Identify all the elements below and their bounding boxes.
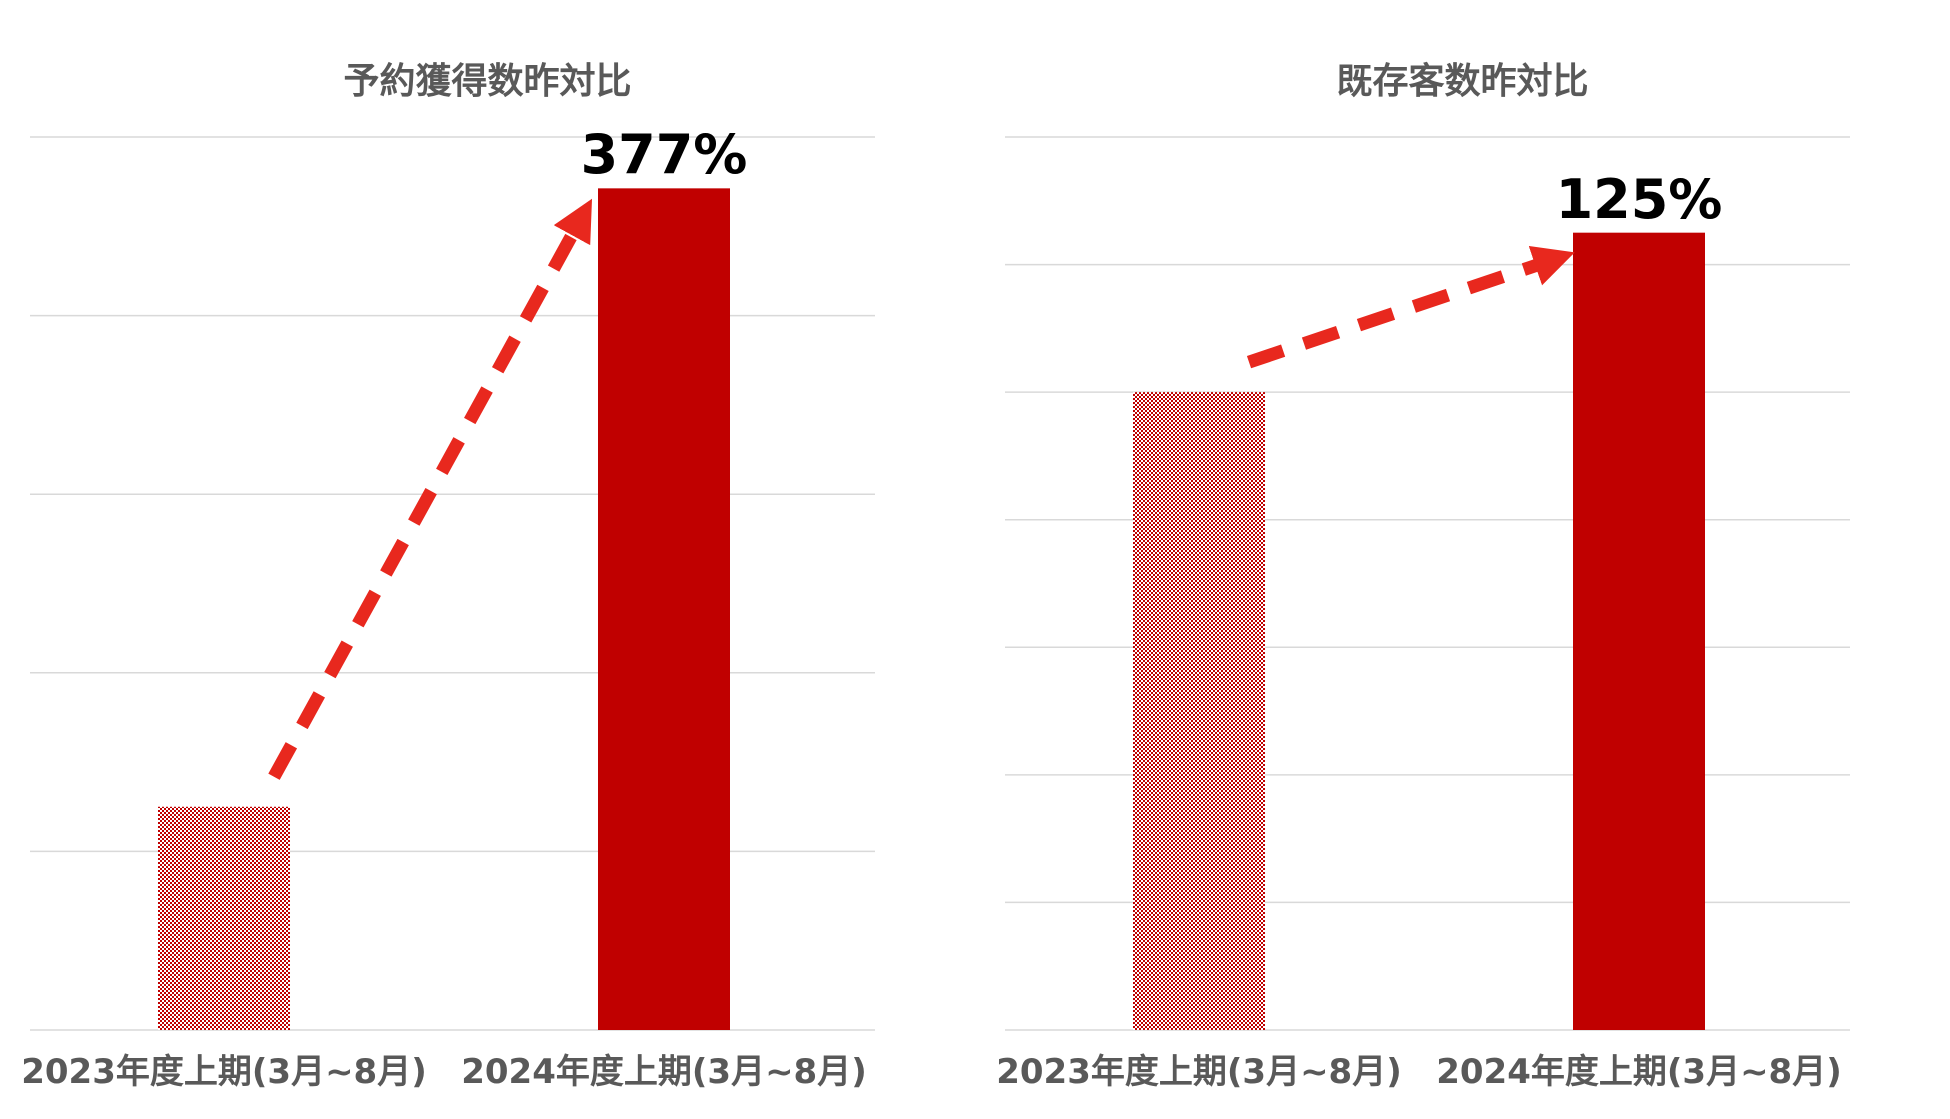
bar-previous-year — [158, 806, 290, 1030]
x-tick-label-previous: 2023年度上期(3月~8月) — [21, 1052, 427, 1092]
chart-title: 予約獲得数昨対比 — [343, 61, 632, 102]
growth-label: 377% — [580, 123, 748, 187]
chart-panel-booking: 予約獲得数昨対比 377% 2023年度上期(3月~8月) 2024年度上期(3… — [21, 61, 875, 1092]
chart-panel-existing-customers: 既存客数昨対比 125% 2023年度上期(3月~8月) 2024年度上期(3月… — [975, 0, 1950, 1119]
growth-label: 125% — [1555, 167, 1723, 231]
chart-title: 既存客数昨対比 — [1336, 61, 1589, 102]
x-tick-label-current: 2024年度上期(3月~8月) — [461, 1052, 867, 1092]
chart-plot — [30, 136, 875, 1031]
bar-previous-year — [1133, 392, 1265, 1031]
x-tick-label-previous: 2023年度上期(3月~8月) — [996, 1052, 1402, 1092]
chart-plot — [1005, 136, 1850, 1031]
x-tick-label-current: 2024年度上期(3月~8月) — [1436, 1052, 1842, 1092]
growth-arrow — [1246, 245, 1575, 369]
bar-current-year — [1573, 232, 1705, 1030]
bar-current-year — [598, 188, 730, 1030]
growth-arrow — [268, 198, 593, 780]
